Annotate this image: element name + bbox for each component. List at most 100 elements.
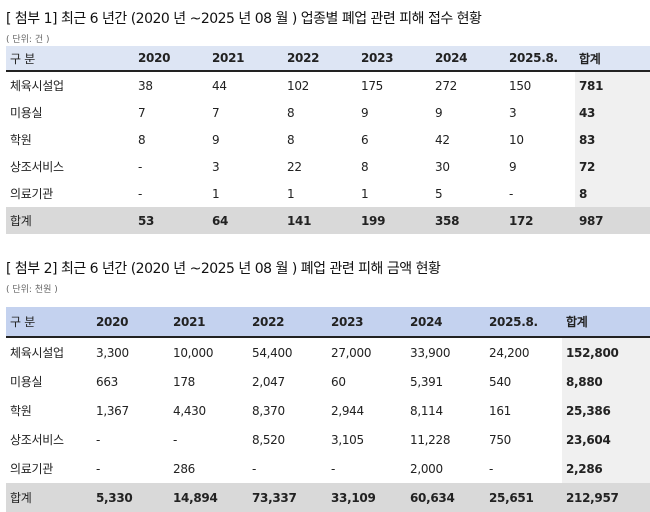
sum-cell: 781: [575, 71, 650, 99]
table-cell: 25,651: [485, 483, 562, 512]
table-cell: -: [489, 461, 494, 476]
table1-unit: ( 단위: 건 ): [6, 35, 50, 45]
table-cell: -: [252, 461, 257, 476]
column-header: 구 분: [6, 307, 92, 338]
table-cell: 3,105: [331, 432, 364, 447]
table-row: 상조서비스 - - 8,520 3,105 11,228 750 23,604: [6, 425, 650, 454]
column-header: 2021: [169, 307, 248, 338]
table-row: 체육시설업 3,300 10,000 54,400 27,000 33,900 24,200…: [6, 337, 650, 367]
column-header: 구 분: [6, 46, 134, 72]
table-cell: 10: [509, 132, 524, 147]
table-cell: 2,944: [331, 403, 364, 418]
column-header: 2020: [134, 46, 208, 72]
table-cell: 9: [361, 105, 369, 120]
sum-cell: 43: [575, 99, 650, 126]
table-cell: 11,228: [410, 432, 451, 447]
table-cell: 7: [138, 105, 146, 120]
row-label: 상조서비스: [10, 160, 64, 174]
table-row: 의료기관 - 286 - - 2,000 - 2,286: [6, 454, 650, 483]
table-cell: -: [509, 186, 514, 201]
table-cell: 5,391: [410, 374, 443, 389]
table-cell: 272: [435, 78, 458, 93]
table-cell: 5,330: [92, 483, 169, 512]
row-label: 상조서비스: [10, 433, 64, 447]
sum-cell: 2,286: [562, 454, 650, 483]
table-cell: 8,520: [252, 432, 285, 447]
table-cell: 53: [134, 207, 208, 234]
table-cell: 150: [509, 78, 532, 93]
table-cell: -: [173, 432, 178, 447]
sum-cell: 212,957: [562, 483, 650, 512]
table-cell: 5: [435, 186, 443, 201]
complaints-table: 구 분 2020 2021 2022 2023 2024 2025.8. 합계 체육시설업 38…: [6, 46, 650, 234]
column-header: 합계: [575, 46, 650, 72]
table1-title: [ 첨부 1] 최근 6 년간 (2020 년 ~2025 년 08 월 ) 업…: [6, 11, 482, 27]
row-label: 미용실: [10, 106, 43, 120]
total-row: 합계 53 64 141 199 358 172 987: [6, 207, 650, 234]
table-cell: 14,894: [169, 483, 248, 512]
table-cell: 175: [361, 78, 384, 93]
row-label: 체육시설업: [10, 79, 64, 93]
row-label: 의료기관: [10, 462, 53, 476]
table-cell: 663: [96, 374, 119, 389]
column-header: 2025.8.: [505, 46, 575, 72]
row-label: 미용실: [10, 375, 43, 389]
table-row: 학원 8 9 8 6 42 10 83: [6, 126, 650, 153]
header-row: 구 분 2020 2021 2022 2023 2024 2025.8. 합계: [6, 307, 650, 338]
table-row: 미용실 7 7 8 9 9 3 43: [6, 99, 650, 126]
damage-amount-table: 구 분 2020 2021 2022 2023 2024 2025.8. 합계 체육시설업 3,…: [6, 307, 650, 512]
table-row: 의료기관 - 1 1 1 5 - 8: [6, 180, 650, 207]
table-row: 상조서비스 - 3 22 8 30 9 72: [6, 153, 650, 180]
table2-title: [ 첨부 2] 최근 6 년간 (2020 년 ~2025 년 08 월 ) 폐…: [6, 261, 441, 277]
row-label: 학원: [10, 133, 32, 147]
table-cell: 3,300: [96, 345, 129, 360]
table-cell: 60: [331, 374, 346, 389]
column-header: 2024: [431, 46, 505, 72]
table-cell: 44: [212, 78, 227, 93]
table-cell: -: [331, 461, 336, 476]
column-header: 2022: [283, 46, 357, 72]
table-cell: 1,367: [96, 403, 129, 418]
table-row: 미용실 663 178 2,047 60 5,391 540 8,880: [6, 367, 650, 396]
table-cell: 8: [287, 132, 295, 147]
row-label: 합계: [6, 483, 92, 512]
table-cell: 38: [138, 78, 153, 93]
column-header: 2024: [406, 307, 485, 338]
sum-cell: 152,800: [562, 337, 650, 367]
table-cell: 4,430: [173, 403, 206, 418]
table-cell: 161: [489, 403, 512, 418]
column-header: 2020: [92, 307, 169, 338]
table-cell: 6: [361, 132, 369, 147]
table-cell: 30: [435, 159, 450, 174]
table-cell: -: [96, 461, 101, 476]
table-cell: 42: [435, 132, 450, 147]
table-cell: 358: [431, 207, 505, 234]
row-label: 체육시설업: [10, 346, 64, 360]
sum-cell: 8: [575, 180, 650, 207]
table-cell: 9: [435, 105, 443, 120]
sum-cell: 23,604: [562, 425, 650, 454]
table-cell: -: [96, 432, 101, 447]
table-cell: 750: [489, 432, 512, 447]
column-header: 2023: [327, 307, 406, 338]
column-header: 2025.8.: [485, 307, 562, 338]
table-row: 체육시설업 38 44 102 175 272 150 781: [6, 71, 650, 99]
table-cell: 172: [505, 207, 575, 234]
table-cell: 9: [212, 132, 220, 147]
table-cell: 27,000: [331, 345, 372, 360]
table2-unit: ( 단위: 천원 ): [6, 285, 58, 295]
table-cell: -: [138, 186, 143, 201]
table-cell: 64: [208, 207, 283, 234]
table-cell: 3: [509, 105, 517, 120]
table-cell: 540: [489, 374, 512, 389]
table-cell: 141: [283, 207, 357, 234]
table-cell: 199: [357, 207, 431, 234]
table-cell: 1: [287, 186, 295, 201]
column-header: 2022: [248, 307, 327, 338]
sum-cell: 987: [575, 207, 650, 234]
table-cell: 33,900: [410, 345, 451, 360]
table-cell: 178: [173, 374, 196, 389]
table-cell: 8: [138, 132, 146, 147]
row-label: 학원: [10, 404, 32, 418]
table-cell: 2,000: [410, 461, 443, 476]
